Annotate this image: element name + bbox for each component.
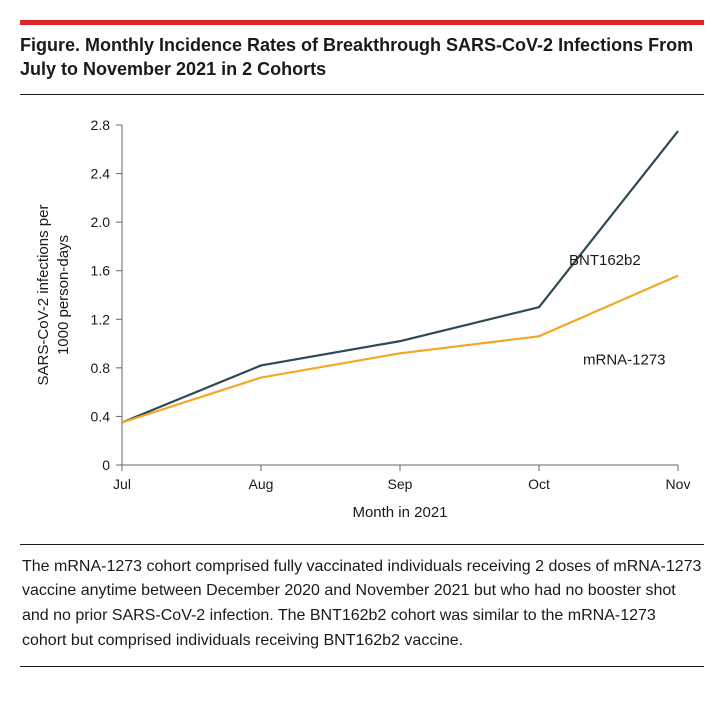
svg-text:mRNA-1273: mRNA-1273: [583, 351, 666, 368]
svg-text:Aug: Aug: [249, 476, 274, 492]
svg-text:Jul: Jul: [113, 476, 131, 492]
svg-text:2.0: 2.0: [91, 214, 111, 230]
svg-text:Oct: Oct: [528, 476, 550, 492]
svg-text:2.4: 2.4: [91, 165, 111, 181]
svg-text:0.8: 0.8: [91, 359, 111, 375]
svg-text:BNT162b2: BNT162b2: [569, 252, 641, 269]
figure-caption: The mRNA-1273 cohort comprised fully vac…: [20, 545, 704, 666]
svg-text:1.2: 1.2: [91, 311, 111, 327]
svg-text:Nov: Nov: [666, 476, 690, 492]
svg-text:0.4: 0.4: [91, 408, 111, 424]
svg-text:1.6: 1.6: [91, 262, 111, 278]
rule-under-caption: [20, 666, 704, 667]
svg-text:SARS-CoV-2 infections per1000: SARS-CoV-2 infections per1000 person-day…: [35, 204, 72, 385]
figure-container: Figure. Monthly Incidence Rates of Break…: [20, 20, 704, 667]
figure-title: Figure. Monthly Incidence Rates of Break…: [20, 25, 704, 94]
svg-text:Sep: Sep: [388, 476, 413, 492]
svg-text:0: 0: [102, 457, 110, 473]
line-chart-svg: 0 0.4 0.8 1.2 1.6 2.0 2.4 2.8 Jul Aug Sep Oct Nov SAR…: [30, 105, 690, 535]
chart-area: 0 0.4 0.8 1.2 1.6 2.0 2.4 2.8 Jul Aug Sep Oct Nov SAR…: [20, 95, 704, 544]
svg-text:Month in 2021: Month in 2021: [352, 504, 447, 521]
svg-text:2.8: 2.8: [91, 117, 111, 133]
